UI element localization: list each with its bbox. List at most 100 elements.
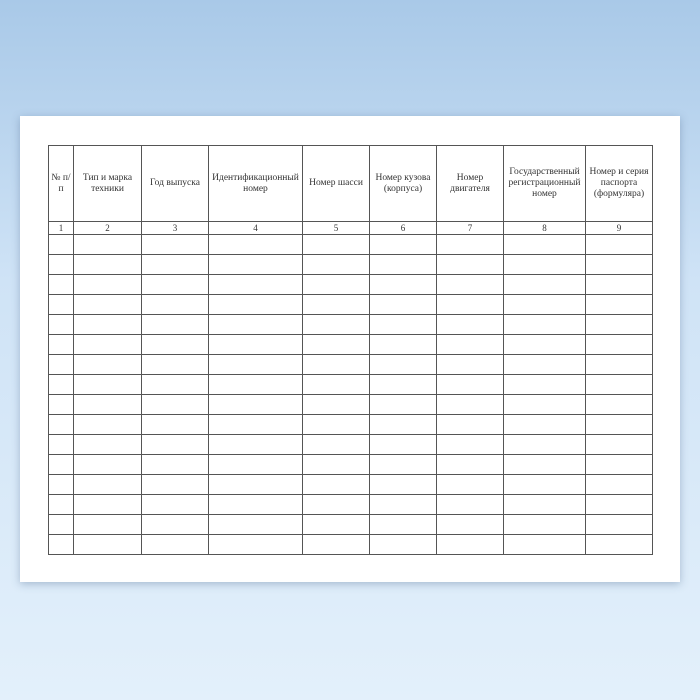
table-cell xyxy=(141,314,209,335)
table-cell xyxy=(585,514,653,535)
table-cell xyxy=(585,334,653,355)
table-row xyxy=(48,454,653,475)
column-number: 4 xyxy=(208,221,303,235)
table-cell xyxy=(369,394,437,415)
table-cell xyxy=(48,354,74,375)
table-cell xyxy=(302,334,370,355)
table-cell xyxy=(73,354,142,375)
table-cell xyxy=(503,434,586,455)
column-number: 8 xyxy=(503,221,586,235)
table-row xyxy=(48,274,653,295)
column-number: 7 xyxy=(436,221,504,235)
table-cell xyxy=(585,494,653,515)
table-cell xyxy=(141,354,209,375)
table-cell xyxy=(369,494,437,515)
table-cell xyxy=(503,334,586,355)
table-cell xyxy=(302,534,370,555)
table-cell xyxy=(585,414,653,435)
table-cell xyxy=(369,434,437,455)
table-cell xyxy=(141,494,209,515)
table-cell xyxy=(503,454,586,475)
table-row xyxy=(48,234,653,255)
table-cell xyxy=(208,514,303,535)
table-cell xyxy=(302,514,370,535)
column-number: 3 xyxy=(141,221,209,235)
form-page: № п/п Тип и марка техники Год выпуска Идент… xyxy=(20,116,680,582)
table-cell xyxy=(48,414,74,435)
table-cell xyxy=(73,374,142,395)
table-cell xyxy=(48,374,74,395)
table-cell xyxy=(302,254,370,275)
table-cell xyxy=(503,354,586,375)
table-cell xyxy=(48,234,74,255)
table-cell xyxy=(436,354,504,375)
table-cell xyxy=(503,254,586,275)
table-cell xyxy=(208,274,303,295)
table-cell xyxy=(302,494,370,515)
table-row xyxy=(48,494,653,515)
table-cell xyxy=(503,474,586,495)
table-cell xyxy=(436,494,504,515)
table-cell xyxy=(585,394,653,415)
table-cell xyxy=(208,394,303,415)
table-cell xyxy=(208,314,303,335)
table-cell xyxy=(73,474,142,495)
table-cell xyxy=(436,334,504,355)
table-cell xyxy=(302,294,370,315)
table-cell xyxy=(503,394,586,415)
table-cell xyxy=(503,414,586,435)
table-row xyxy=(48,434,653,455)
column-header: Идентификационный номер xyxy=(208,145,303,222)
table-cell xyxy=(208,534,303,555)
table-row xyxy=(48,254,653,275)
table-cell xyxy=(369,274,437,295)
table-cell xyxy=(436,474,504,495)
table-cell xyxy=(141,374,209,395)
table-cell xyxy=(302,394,370,415)
table-cell xyxy=(369,514,437,535)
table-cell xyxy=(585,474,653,495)
table-row xyxy=(48,514,653,535)
table-cell xyxy=(503,534,586,555)
table-cell xyxy=(302,414,370,435)
table-cell xyxy=(369,234,437,255)
table-cell xyxy=(48,434,74,455)
table-cell xyxy=(73,334,142,355)
column-header: Номер и серия паспорта (формуляра) xyxy=(585,145,653,222)
table-cell xyxy=(369,254,437,275)
table-cell xyxy=(141,454,209,475)
table-row xyxy=(48,354,653,375)
table-cell xyxy=(73,434,142,455)
table-cell xyxy=(503,374,586,395)
table-cell xyxy=(436,294,504,315)
table-row xyxy=(48,474,653,495)
table-cell xyxy=(208,414,303,435)
table-cell xyxy=(585,274,653,295)
table-row xyxy=(48,414,653,435)
table-cell xyxy=(585,294,653,315)
table-cell xyxy=(208,374,303,395)
table-cell xyxy=(436,434,504,455)
table-cell xyxy=(302,474,370,495)
table-cell xyxy=(585,354,653,375)
table-cell xyxy=(436,254,504,275)
table-cell xyxy=(141,434,209,455)
table-cell xyxy=(436,394,504,415)
table-cell xyxy=(208,474,303,495)
column-number: 6 xyxy=(369,221,437,235)
table-cell xyxy=(302,314,370,335)
table-cell xyxy=(73,314,142,335)
table-cell xyxy=(369,454,437,475)
table-cell xyxy=(585,534,653,555)
table-cell xyxy=(436,454,504,475)
table-cell xyxy=(141,234,209,255)
table-cell xyxy=(48,534,74,555)
table-cell xyxy=(436,534,504,555)
table-cell xyxy=(141,294,209,315)
table-cell xyxy=(48,394,74,415)
table-cell xyxy=(208,494,303,515)
table-cell xyxy=(585,454,653,475)
table-cell xyxy=(369,374,437,395)
column-header: Государственный регистрационный номер xyxy=(503,145,586,222)
